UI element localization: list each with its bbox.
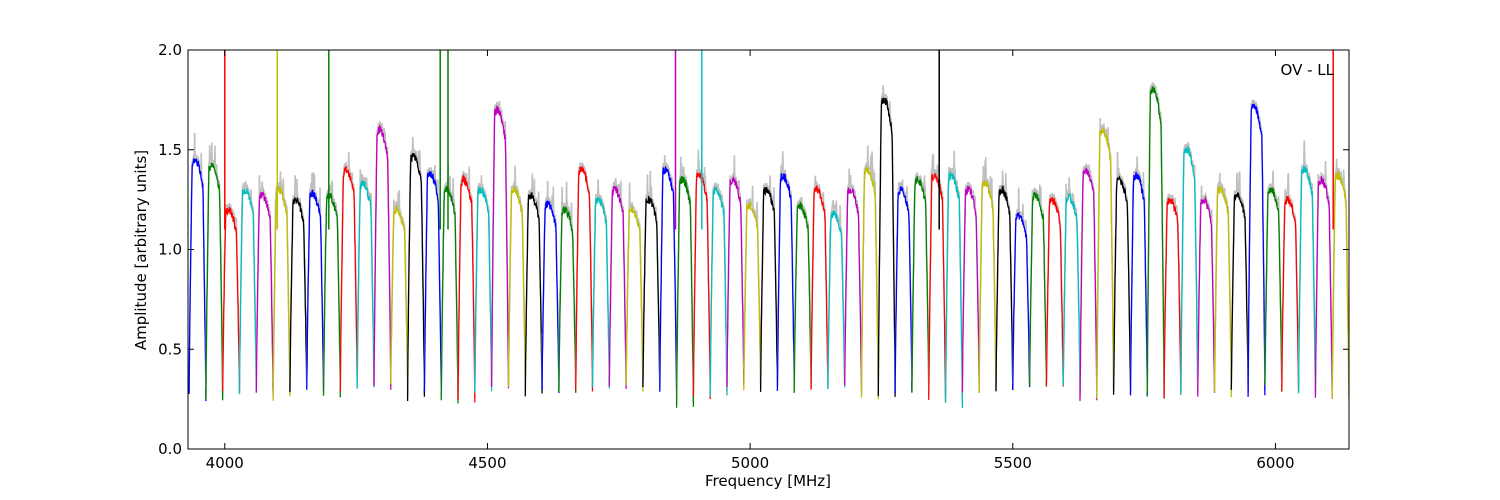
channel-trace-10 xyxy=(356,180,375,389)
channel-trace-20 xyxy=(524,192,543,397)
channel-trace-7 xyxy=(306,189,325,390)
channel-trace-26 xyxy=(625,206,644,392)
channel-trace-12 xyxy=(390,204,409,385)
channel-trace-66 xyxy=(1297,165,1317,394)
channel-trace-46 xyxy=(961,185,980,393)
channel-trace-9 xyxy=(339,165,358,392)
channel-trace-6 xyxy=(289,196,308,393)
channel-trace-47 xyxy=(978,179,997,394)
channel-trace-4 xyxy=(255,190,274,396)
channel-trace-23 xyxy=(575,166,594,392)
channel-trace-57 xyxy=(1146,86,1165,399)
channel-trace-44 xyxy=(928,173,947,402)
channel-trace-27 xyxy=(642,195,661,388)
channel-trace-21 xyxy=(541,200,560,394)
channel-trace-16 xyxy=(457,174,476,403)
channel-trace-59 xyxy=(1180,145,1199,395)
channel-trace-38 xyxy=(827,210,846,390)
channel-trace-24 xyxy=(591,196,610,389)
x-tick-label-3: 5500 xyxy=(994,454,1032,472)
chart-annotation: OV - LL xyxy=(1281,61,1335,79)
channel-trace-13 xyxy=(406,152,426,402)
channel-trace-28 xyxy=(659,166,678,394)
channel-trace-63 xyxy=(1247,103,1266,397)
channel-trace-56 xyxy=(1129,171,1148,397)
channel-trace-8 xyxy=(322,192,341,398)
channel-trace-35 xyxy=(776,173,795,391)
channel-trace-31 xyxy=(709,185,728,397)
channel-trace-60 xyxy=(1197,195,1216,397)
x-tick-label-1: 4500 xyxy=(468,454,506,472)
channel-trace-25 xyxy=(608,185,627,390)
channel-trace-55 xyxy=(1112,174,1132,395)
channel-trace-53 xyxy=(1079,167,1098,402)
channel-trace-61 xyxy=(1213,185,1232,398)
channel-trace-32 xyxy=(726,176,745,387)
channel-trace-33 xyxy=(743,202,762,391)
channel-trace-5 xyxy=(272,186,291,401)
channel-trace-45 xyxy=(944,170,964,408)
tick-layer: 4000 4500 5000 5500 6000 0.0 0.5 1.0 1.5 2.0 xyxy=(158,41,1349,472)
x-tick-label-4: 6000 xyxy=(1256,454,1294,472)
y-axis-label: Amplitude [arbitrary units] xyxy=(132,150,150,350)
channel-trace-36 xyxy=(793,201,812,393)
series-layer xyxy=(188,50,1349,408)
y-tick-label-2: 1.0 xyxy=(158,241,182,259)
channel-trace-52 xyxy=(1062,192,1081,393)
channel-trace-43 xyxy=(911,176,930,393)
channel-trace-18 xyxy=(490,105,510,389)
y-tick-label-0: 0.0 xyxy=(158,440,182,458)
channel-trace-34 xyxy=(759,187,779,392)
channel-trace-11 xyxy=(373,124,392,390)
channel-trace-62 xyxy=(1230,192,1249,391)
channel-trace-22 xyxy=(558,206,577,393)
channel-trace-14 xyxy=(423,171,442,392)
channel-trace-51 xyxy=(1045,196,1064,387)
channel-trace-49 xyxy=(1012,212,1031,390)
channel-trace-67 xyxy=(1314,176,1333,399)
x-axis-label: Frequency [MHz] xyxy=(705,472,831,490)
channel-trace-40 xyxy=(860,166,879,400)
y-tick-label-4: 2.0 xyxy=(158,41,182,59)
plot-background xyxy=(188,50,1349,449)
channel-trace-1 xyxy=(205,162,224,401)
channel-trace-39 xyxy=(844,187,863,392)
channel-trace-54 xyxy=(1096,127,1115,399)
x-tick-label-2: 5000 xyxy=(731,454,769,472)
channel-trace-29 xyxy=(675,176,695,408)
channel-trace-19 xyxy=(507,185,526,393)
channel-trace-64 xyxy=(1264,187,1283,392)
channel-trace-0 xyxy=(188,158,207,402)
channel-trace-17 xyxy=(474,186,493,393)
channel-trace-37 xyxy=(810,185,829,390)
y-tick-label-3: 1.5 xyxy=(158,141,182,159)
channel-trace-15 xyxy=(440,185,459,404)
channel-trace-58 xyxy=(1163,197,1182,398)
y-tick-label-1: 0.5 xyxy=(158,340,182,358)
channel-trace-48 xyxy=(995,184,1014,392)
channel-trace-68 xyxy=(1331,171,1349,402)
x-tick-label-0: 4000 xyxy=(206,454,244,472)
channel-trace-42 xyxy=(894,185,913,394)
channel-trace-41 xyxy=(877,97,896,397)
channel-trace-65 xyxy=(1281,195,1300,393)
channel-trace-50 xyxy=(1028,191,1048,387)
channel-trace-3 xyxy=(238,187,257,395)
